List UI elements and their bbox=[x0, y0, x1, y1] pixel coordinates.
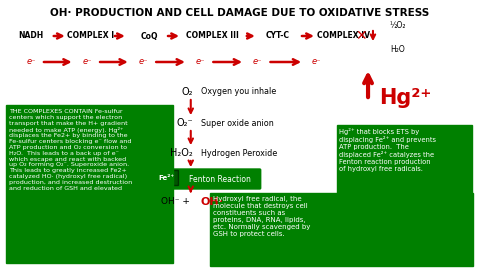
Text: ½O₂: ½O₂ bbox=[389, 21, 406, 29]
Text: O₂⁻: O₂⁻ bbox=[176, 118, 193, 128]
Text: e⁻: e⁻ bbox=[196, 58, 205, 66]
Text: e⁻: e⁻ bbox=[312, 58, 322, 66]
FancyBboxPatch shape bbox=[336, 125, 472, 207]
Text: ✕: ✕ bbox=[355, 29, 367, 43]
Text: Super oxide anion: Super oxide anion bbox=[201, 119, 273, 127]
Text: OH⁻ +: OH⁻ + bbox=[161, 197, 193, 207]
FancyBboxPatch shape bbox=[152, 169, 261, 189]
Text: e⁻: e⁻ bbox=[26, 58, 36, 66]
Text: OH· PRODUCTION AND CELL DAMAGE DUE TO OXIDATIVE STRESS: OH· PRODUCTION AND CELL DAMAGE DUE TO OX… bbox=[50, 8, 430, 18]
Text: Fenton Reaction: Fenton Reaction bbox=[190, 174, 251, 184]
Text: CoQ: CoQ bbox=[141, 32, 158, 40]
Text: NADH: NADH bbox=[19, 32, 44, 40]
Text: H₂O₂: H₂O₂ bbox=[170, 148, 193, 158]
Text: OH·: OH· bbox=[201, 197, 224, 207]
Text: Fe²⁺: Fe²⁺ bbox=[158, 175, 174, 181]
Text: O₂: O₂ bbox=[181, 87, 193, 97]
Text: Hg²⁺: Hg²⁺ bbox=[379, 88, 432, 108]
Text: Hydrogen Peroxide: Hydrogen Peroxide bbox=[201, 148, 277, 157]
Text: H₂O: H₂O bbox=[390, 46, 405, 55]
Text: CYT-C: CYT-C bbox=[265, 32, 289, 40]
Text: THE COMPLEXES CONTAIN Fe-sulfur
centers which support the electron
transport tha: THE COMPLEXES CONTAIN Fe-sulfur centers … bbox=[9, 109, 132, 191]
FancyBboxPatch shape bbox=[210, 193, 473, 266]
Text: COMPLEX III: COMPLEX III bbox=[186, 32, 239, 40]
Text: COMPLEX I: COMPLEX I bbox=[67, 32, 114, 40]
Text: COMPLEX IV: COMPLEX IV bbox=[317, 32, 370, 40]
FancyBboxPatch shape bbox=[6, 105, 173, 263]
FancyBboxPatch shape bbox=[154, 170, 179, 185]
Text: Oxygen you inhale: Oxygen you inhale bbox=[201, 87, 276, 96]
Text: e⁻: e⁻ bbox=[253, 58, 263, 66]
Text: Hg²⁺ that blocks ETS by
displacing Fe²⁺ and prevents
ATP production.  The
displa: Hg²⁺ that blocks ETS by displacing Fe²⁺ … bbox=[339, 128, 436, 173]
Text: e⁻: e⁻ bbox=[83, 58, 92, 66]
Text: Hydroxyl free radical, the
molecule that destroys cell
constituents such as
prot: Hydroxyl free radical, the molecule that… bbox=[214, 196, 311, 237]
Text: e⁻: e⁻ bbox=[139, 58, 148, 66]
